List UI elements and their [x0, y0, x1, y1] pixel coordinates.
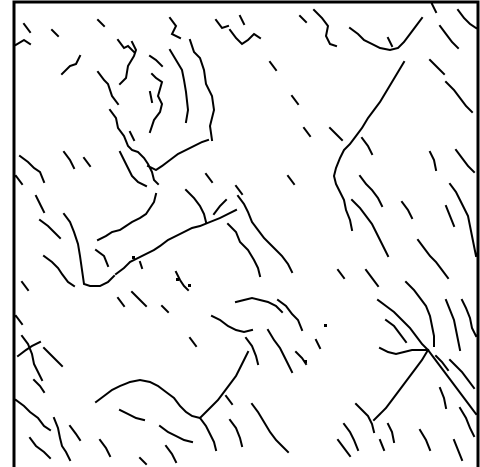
network-fragments	[14, 22, 327, 363]
network-segment-middle-lines	[210, 296, 322, 374]
network-segment-left	[14, 108, 210, 288]
network-segment-lower-right	[336, 280, 478, 462]
network-segment-lower-center	[94, 350, 290, 466]
network-segment-top-right	[298, 2, 478, 174]
network-segment-top-left	[12, 14, 262, 142]
network-segment-right-center	[328, 60, 478, 288]
network-segment-lower-left	[14, 334, 82, 462]
network-segment-center	[114, 172, 294, 314]
image-frame	[12, 0, 480, 467]
